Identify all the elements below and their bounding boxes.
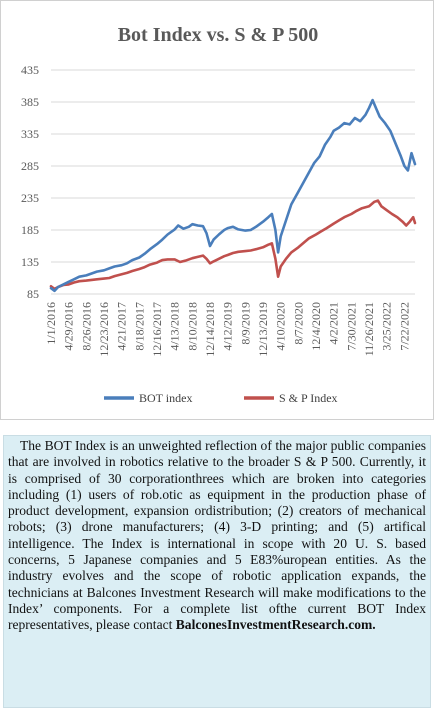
y-tick-label: 285	[21, 159, 39, 173]
x-tick-label: 11/26/2021	[362, 302, 376, 356]
x-tick-label: 1/1/2016	[44, 302, 58, 345]
x-tick-label: 12/23/2016	[97, 302, 111, 357]
series-line-1	[49, 199, 417, 291]
x-tick-label: 4/2/2021	[327, 302, 341, 345]
x-tick-label: 7/22/2022	[397, 302, 411, 351]
y-tick-label: 85	[27, 287, 39, 301]
description-text: The BOT Index is an unweighted reflectio…	[8, 438, 426, 633]
legend-label: S & P Index	[279, 391, 338, 405]
y-tick-label: 385	[21, 95, 39, 109]
x-tick-label: 4/21/2017	[115, 302, 129, 351]
x-tick-label: 8/10/2018	[185, 302, 199, 351]
x-tick-label: 7/30/2021	[344, 302, 358, 351]
y-tick-label: 235	[21, 191, 39, 205]
legend-label: BOT index	[139, 391, 192, 405]
x-tick-label: 8/26/2016	[79, 302, 93, 351]
description-box: The BOT Index is an unweighted reflectio…	[3, 435, 431, 708]
x-tick-label: 12/16/2017	[150, 302, 164, 357]
contact-website: BalconesInvestmentResearch.com.	[175, 617, 376, 633]
x-tick-label: 3/25/2022	[380, 302, 394, 351]
x-tick-label: 12/4/2020	[309, 302, 323, 351]
chart-panel: Bot Index vs. S & P 500 85 135 185 235 285 33…	[0, 0, 434, 420]
x-tick-label: 4/10/2020	[274, 302, 288, 351]
x-tick-label: 8/7/2020	[291, 302, 305, 345]
x-tick-label: 12/14/2018	[203, 302, 217, 357]
description-paragraph: The BOT Index is an unweighted reflectio…	[8, 438, 426, 634]
y-tick-label: 135	[21, 255, 39, 269]
x-tick-label: 4/12/2019	[221, 302, 235, 351]
x-tick-label: 8/9/2019	[238, 302, 252, 345]
y-tick-label: 335	[21, 127, 39, 141]
chart-title: Bot Index vs. S & P 500	[118, 24, 319, 46]
y-tick-label: 435	[21, 63, 39, 77]
y-tick-label: 185	[21, 223, 39, 237]
x-tick-label: 4/29/2016	[62, 302, 76, 351]
x-tick-label: 4/13/2018	[168, 302, 182, 351]
line-chart: Bot Index vs. S & P 500 85 135 185 235 285 33…	[21, 24, 417, 405]
x-tick-label: 12/13/2019	[256, 302, 270, 357]
x-tick-label: 8/18/2017	[132, 302, 146, 351]
series-line-0	[49, 98, 417, 293]
